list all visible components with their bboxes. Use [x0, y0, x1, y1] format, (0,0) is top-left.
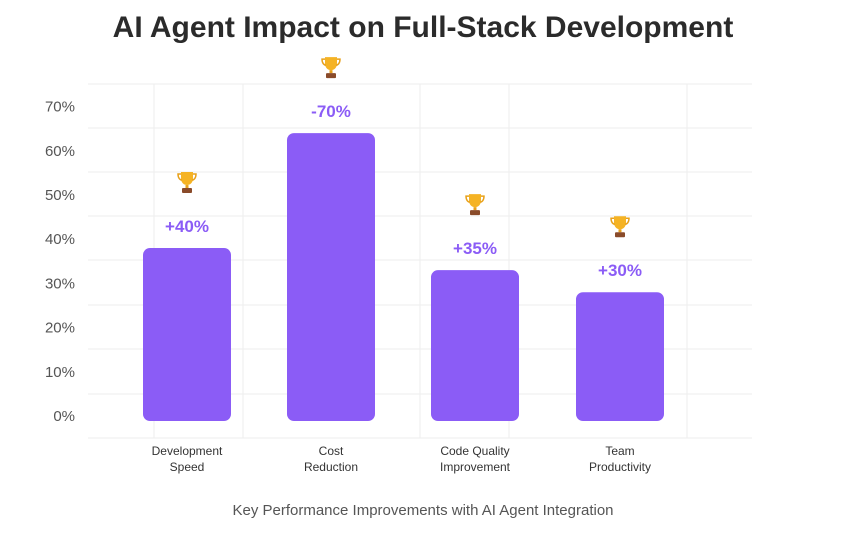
chart-subtitle: Key Performance Improvements with AI Age…	[232, 502, 614, 519]
trophy-base	[182, 188, 192, 194]
y-tick-label: 20%	[45, 320, 75, 337]
trophy-handles	[321, 58, 341, 66]
trophy-cup	[469, 194, 481, 208]
bars	[143, 133, 664, 421]
bar	[143, 248, 231, 421]
x-tick-label: Productivity	[589, 460, 651, 474]
y-tick-label: 30%	[45, 275, 75, 292]
trophy-cup	[325, 57, 337, 71]
trophy-base	[615, 232, 625, 238]
y-tick-label: 60%	[45, 143, 75, 160]
x-tick-label: Team	[605, 444, 634, 458]
x-axis: Development Speed Cost Reduction Code Qualit…	[152, 444, 651, 474]
data-labels: +40% -70% +35% +30%	[165, 57, 642, 280]
trophy-handles	[610, 217, 630, 225]
data-label: +30%	[598, 261, 642, 280]
data-label: -70%	[311, 102, 351, 121]
trophy-icon	[610, 216, 630, 238]
trophy-base	[470, 210, 480, 216]
y-tick-label: 10%	[45, 364, 75, 381]
bar	[431, 270, 519, 421]
trophy-icon	[321, 57, 341, 79]
trophy-base	[326, 73, 336, 79]
data-label: +35%	[453, 239, 497, 258]
y-tick-label: 50%	[45, 187, 75, 204]
trophy-handles	[177, 173, 197, 181]
trophy-icon	[177, 172, 197, 194]
trophy-cup	[614, 216, 626, 230]
trophy-stem	[618, 229, 622, 233]
y-tick-label: 70%	[45, 99, 75, 116]
y-tick-label: 0%	[53, 408, 75, 425]
x-tick-label: Speed	[170, 460, 205, 474]
bar	[576, 292, 664, 421]
x-tick-label: Improvement	[440, 460, 511, 474]
chart-title: AI Agent Impact on Full-Stack Developmen…	[112, 11, 734, 44]
y-tick-label: 40%	[45, 231, 75, 248]
bar	[287, 133, 375, 421]
trophy-stem	[473, 207, 477, 211]
trophy-cup	[181, 172, 193, 186]
y-axis: 0% 10% 20% 30% 40% 50% 60% 70%	[45, 99, 75, 425]
x-tick-label: Development	[152, 444, 223, 458]
trophy-stem	[329, 70, 333, 74]
trophy-stem	[185, 185, 189, 189]
x-tick-label: Reduction	[304, 460, 358, 474]
x-tick-label: Code Quality	[440, 444, 509, 458]
trophy-icon	[465, 194, 485, 216]
x-tick-label: Cost	[319, 444, 344, 458]
data-label: +40%	[165, 217, 209, 236]
trophy-handles	[465, 195, 485, 203]
